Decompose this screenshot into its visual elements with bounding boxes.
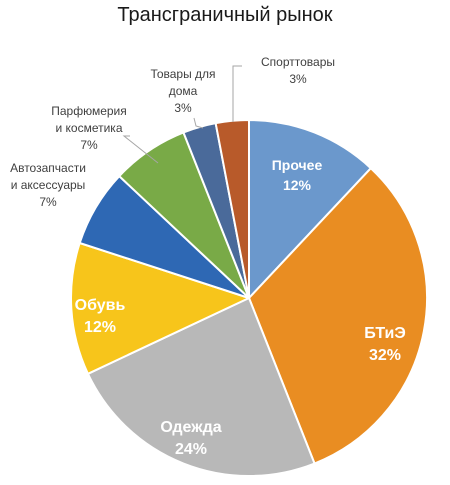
slice-name-label: и аксессуары (11, 178, 86, 192)
slice-name-label: Прочее (272, 157, 323, 173)
slice-name-label: Обувь (75, 297, 126, 314)
slice-name-label: и косметика (55, 121, 122, 135)
pie-slice-8 (214, 119, 250, 299)
slice-name-label: дома (169, 84, 198, 98)
slice-label-3: Одежда 24% (160, 419, 221, 458)
slice-value-label: 12% (283, 177, 312, 193)
slice-value-label: 7% (39, 195, 57, 209)
slice-value-label: 3% (289, 72, 307, 86)
slice-value-label: 12% (84, 319, 116, 336)
slice-value-label: 7% (80, 138, 98, 152)
slice-name-label: БТиЭ (364, 325, 405, 342)
slice-label-2: БТиЭ 32% (364, 325, 405, 364)
slice-name-label: Спорттовары (261, 55, 335, 69)
leader-line-8 (232, 65, 242, 122)
slice-label-5: Автозапчасти и аксессуары 7% (10, 161, 86, 209)
leader-line-7 (193, 117, 204, 129)
slice-name-label: Автозапчасти (10, 161, 86, 175)
slice-name-label: Товары для (150, 67, 215, 81)
slice-value-label: 32% (369, 347, 401, 364)
pie-slice-3 (86, 297, 316, 477)
slice-label-8: Спорттовары 3% (261, 55, 335, 86)
slice-label-7: Товары для дома 3% (150, 67, 215, 115)
slice-value-label: 24% (175, 441, 207, 458)
slice-name-label: Парфюмерия (51, 104, 127, 118)
pie-slice-1 (248, 119, 372, 299)
slice-label-6: Парфюмерия и косметика 7% (51, 104, 127, 152)
pie-slice-2 (248, 167, 428, 465)
pie-slice-4 (70, 241, 250, 375)
leader-line-6 (122, 135, 159, 164)
slice-label-1: Прочее 12% (272, 157, 323, 193)
slice-name-label: Одежда (160, 419, 221, 436)
slice-value-label: 3% (174, 101, 192, 115)
chart-title: Трансграничный рынок (117, 4, 333, 26)
slice-label-4: Обувь 12% (75, 297, 126, 336)
